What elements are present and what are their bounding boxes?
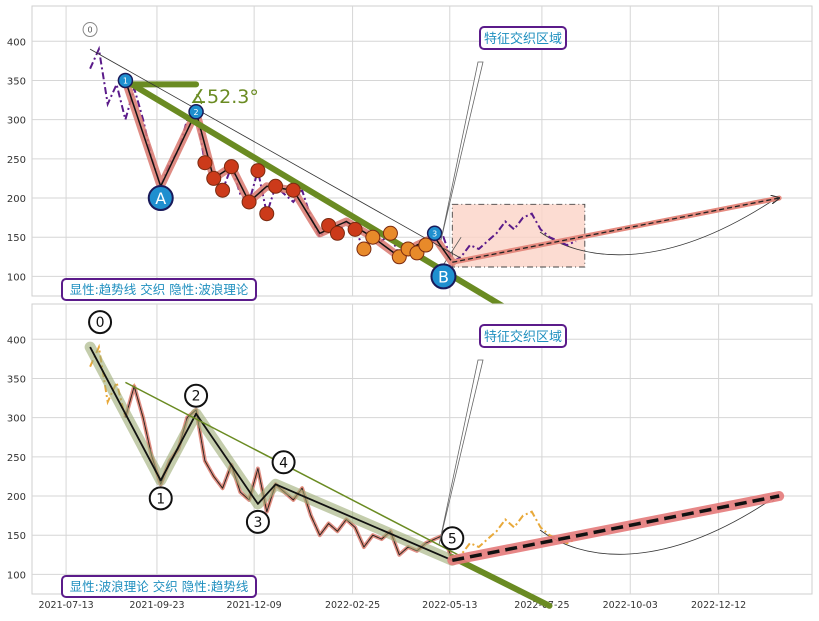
bottom-thin-trendline bbox=[125, 381, 462, 558]
wave-marker bbox=[356, 241, 372, 257]
wave-letter-label: B bbox=[438, 267, 449, 286]
wave-marker bbox=[259, 206, 275, 222]
bottom-x-ticks: 2021-07-13 2021-09-23 2021-12-09 2022-02-25… bbox=[38, 600, 746, 611]
bottom-wave-path bbox=[89, 346, 453, 562]
y-tick-label: 400 bbox=[7, 335, 26, 346]
wave-marker bbox=[365, 229, 381, 245]
bottom-legend-box bbox=[61, 575, 257, 598]
wave-point-label: 2 bbox=[194, 108, 199, 117]
x-tick-label: 2021-09-23 bbox=[129, 600, 184, 611]
wave-markers: 1 2 3 0 A B bbox=[82, 22, 457, 290]
y-tick-label: 250 bbox=[7, 453, 26, 464]
x-tick-label: 2022-07-25 bbox=[514, 600, 569, 611]
wave-point-marker bbox=[188, 104, 204, 120]
x-tick-label: 2022-12-12 bbox=[691, 600, 746, 611]
bottom-projection-arrow bbox=[451, 494, 780, 563]
wave-marker bbox=[418, 237, 434, 253]
thin-trendline bbox=[89, 48, 462, 259]
wave-number-marker bbox=[271, 450, 296, 475]
y-tick-label: 350 bbox=[7, 374, 26, 385]
y-tick-label: 100 bbox=[7, 272, 26, 283]
bottom-y-ticks: 100 150 200 250 300 350 400 bbox=[7, 335, 26, 581]
wave-number-marker bbox=[88, 310, 113, 335]
y-tick-label: 400 bbox=[7, 37, 26, 48]
wave-marker bbox=[347, 221, 363, 237]
bottom-callout-pointer bbox=[438, 359, 484, 546]
wave-number-marker bbox=[148, 486, 173, 511]
wave-start-label: 0 bbox=[88, 26, 93, 35]
wave-letter-marker bbox=[430, 263, 457, 290]
wave-number-marker bbox=[440, 526, 465, 551]
wave-marker bbox=[197, 155, 213, 171]
legend-box bbox=[61, 278, 257, 301]
x-tick-label: 2022-05-13 bbox=[422, 600, 477, 611]
wave-point-label: 3 bbox=[432, 229, 437, 238]
bottom-callout-box bbox=[479, 324, 567, 348]
wave-marker bbox=[223, 159, 239, 175]
x-tick-label: 2022-02-25 bbox=[325, 600, 380, 611]
wave-marker bbox=[285, 182, 301, 198]
bottom-legend-text: 显性:波浪理论 交织 隐性:趋势线 bbox=[70, 579, 249, 594]
top-grid bbox=[32, 6, 812, 296]
wave-marker bbox=[250, 163, 266, 179]
bottom-callout-text: 特征交织区域 bbox=[484, 329, 562, 345]
wave-marker bbox=[329, 225, 345, 241]
wave-marker bbox=[215, 182, 231, 198]
y-tick-label: 200 bbox=[7, 194, 26, 205]
wave-number-label: 0 bbox=[96, 315, 105, 331]
y-tick-label: 150 bbox=[7, 233, 26, 244]
wave-point-marker bbox=[117, 72, 134, 89]
y-tick-label: 150 bbox=[7, 531, 26, 542]
legend-text: 显性:趋势线 交织 隐性:波浪理论 bbox=[70, 282, 249, 297]
wave-number-label: 2 bbox=[192, 389, 201, 405]
wave-letter-marker bbox=[147, 185, 174, 212]
callout-box bbox=[479, 26, 567, 50]
y-tick-label: 200 bbox=[7, 492, 26, 503]
wave-number-label: 3 bbox=[253, 515, 262, 531]
y-tick-label: 300 bbox=[7, 414, 26, 425]
y-tick-label: 300 bbox=[7, 116, 26, 127]
wave-point-label: 1 bbox=[123, 76, 128, 85]
wave-number-marker bbox=[245, 509, 270, 534]
wave-number-marker bbox=[184, 383, 209, 408]
wave-number-label: 4 bbox=[279, 455, 288, 471]
projection-highlight bbox=[449, 195, 782, 265]
top-y-ticks: 100 150 200 250 300 350 400 bbox=[7, 37, 26, 283]
wave-number-label: 1 bbox=[156, 491, 165, 507]
callout-pointer bbox=[440, 61, 484, 241]
x-tick-label: 2021-07-13 bbox=[38, 600, 93, 611]
x-tick-label: 2021-12-09 bbox=[227, 600, 282, 611]
x-tick-label: 2022-10-03 bbox=[603, 600, 658, 611]
wave-marker bbox=[241, 194, 257, 210]
wave-marker bbox=[268, 178, 284, 194]
y-tick-label: 250 bbox=[7, 155, 26, 166]
wave-start-marker bbox=[82, 22, 98, 38]
wave-number-label: 5 bbox=[448, 531, 457, 547]
wave-point-marker bbox=[426, 225, 443, 242]
wave-marker bbox=[206, 170, 222, 186]
wave-letter-label: A bbox=[155, 189, 166, 208]
angle-label: ∡52.3° bbox=[190, 86, 259, 108]
bottom-main-trendline bbox=[449, 554, 553, 609]
wave-marker bbox=[382, 225, 398, 241]
bottom-wave-markers: 0 1 2 3 4 5 bbox=[88, 310, 465, 551]
y-tick-label: 100 bbox=[7, 570, 26, 581]
y-tick-label: 350 bbox=[7, 76, 26, 87]
callout-text: 特征交织区域 bbox=[484, 31, 562, 47]
top-panel: 100 150 200 250 300 350 400 1 2 3 0 A B ∡52.3° bbox=[7, 5, 813, 311]
